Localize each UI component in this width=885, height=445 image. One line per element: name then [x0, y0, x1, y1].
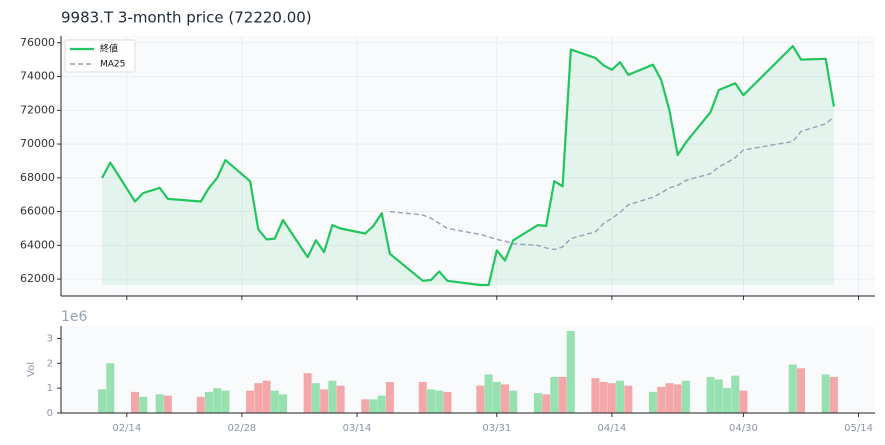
volume-bar — [673, 384, 682, 413]
volume-bar — [607, 383, 616, 413]
y-tick-label: 76000 — [20, 36, 55, 49]
volume-bar — [616, 380, 625, 413]
volume-bar — [681, 380, 690, 413]
volume-bar — [476, 385, 485, 413]
volume-bar — [566, 330, 575, 413]
volume-bar — [262, 380, 271, 413]
volume-bar — [246, 390, 255, 413]
volume-bar — [558, 376, 567, 413]
volume-bar — [492, 381, 501, 413]
x-tick-label: 04/30 — [729, 423, 758, 434]
y-tick-label: 0 — [47, 408, 53, 419]
volume-bar — [427, 389, 435, 413]
volume-bar — [624, 385, 633, 413]
volume-bar — [270, 390, 279, 413]
volume-bar — [821, 374, 830, 413]
x-tick-label: 02/28 — [227, 423, 256, 434]
volume-bar — [484, 374, 493, 413]
volume-bar — [599, 381, 608, 413]
volume-bar — [163, 395, 172, 413]
chart-title: 9983.T 3-month price (72220.00) — [61, 9, 312, 27]
volume-bar — [723, 388, 731, 413]
y-tick-label: 2 — [47, 358, 53, 369]
volume-bar — [509, 390, 518, 413]
y-tick-label: 66000 — [20, 205, 55, 218]
volume-bar — [139, 396, 148, 413]
volume-bar — [739, 390, 748, 413]
x-tick-label: 05/14 — [844, 423, 873, 434]
volume-bar — [328, 380, 337, 413]
volume-bar — [106, 363, 115, 413]
volume-bar — [649, 391, 657, 413]
volume-bar — [254, 383, 263, 413]
volume-bar — [501, 384, 509, 413]
volume-bar — [591, 378, 600, 413]
y-tick-label: 68000 — [20, 171, 55, 184]
volume-bar — [279, 394, 287, 413]
price-area — [102, 46, 834, 286]
volume-bar — [788, 364, 797, 413]
x-tick-label: 03/31 — [482, 423, 511, 434]
price-panel — [61, 36, 875, 296]
x-tick-label: 03/14 — [343, 423, 372, 434]
volume-bar — [377, 395, 386, 413]
y-tick-label: 72000 — [20, 103, 55, 116]
volume-bar — [443, 391, 452, 413]
volume-offset: 1e6 — [61, 309, 88, 325]
volume-bar — [731, 375, 740, 413]
volume-bar — [542, 394, 551, 413]
volume-bar — [665, 383, 674, 413]
volume-bar — [196, 396, 205, 413]
volume-bar — [221, 390, 230, 413]
volume-bar — [213, 388, 222, 413]
volume-panel — [61, 326, 875, 413]
volume-bar — [311, 383, 320, 413]
volume-bar — [131, 391, 139, 413]
y-tick-label: 70000 — [20, 137, 55, 150]
volume-bar — [205, 391, 213, 413]
legend-label: 終値 — [100, 43, 118, 55]
volume-bar — [829, 376, 838, 413]
volume-bar — [369, 399, 378, 413]
volume-bar — [361, 399, 370, 413]
volume-bar — [303, 373, 312, 413]
y-tick-label: 62000 — [20, 272, 55, 285]
volume-bar — [418, 381, 427, 413]
volume-bar — [797, 368, 805, 413]
volume-bar — [706, 376, 715, 413]
volume-bar — [98, 389, 107, 413]
price-line — [101, 45, 835, 287]
x-tick-label: 02/14 — [112, 423, 141, 434]
volume-bar — [550, 376, 559, 413]
y-tick-label: 64000 — [20, 238, 55, 251]
x-tick-label: 04/14 — [597, 423, 626, 434]
volume-bar — [336, 385, 345, 413]
y-tick-label: 1 — [47, 383, 53, 394]
ma-line — [389, 116, 835, 251]
y-tick-label: 3 — [47, 333, 53, 344]
volume-bar — [533, 393, 542, 413]
y-tick-label: 74000 — [20, 70, 55, 83]
volume-bar — [155, 394, 164, 413]
volume-bar — [385, 381, 394, 413]
volume-bar — [320, 389, 329, 413]
legend-label: MA25 — [100, 60, 125, 70]
volume-bar — [435, 390, 444, 413]
volume-bar — [714, 379, 723, 413]
volume-bar — [657, 386, 666, 413]
volume-ylabel: Vol — [26, 362, 37, 377]
